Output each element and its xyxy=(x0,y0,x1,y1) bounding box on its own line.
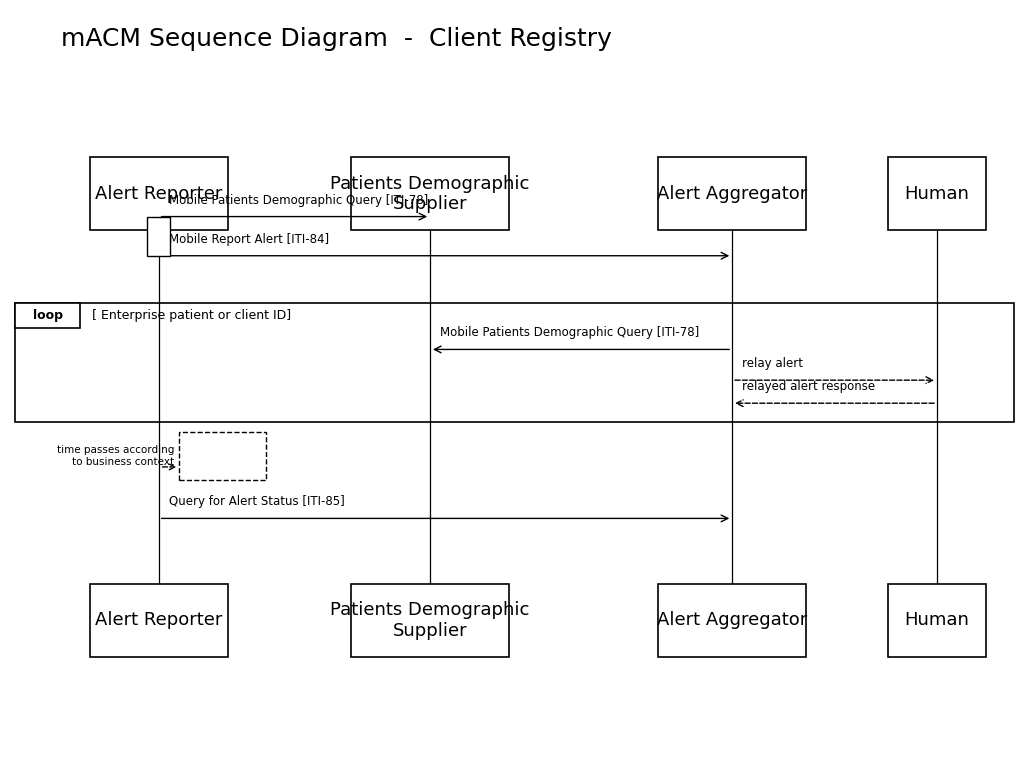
Text: Human: Human xyxy=(904,185,970,203)
Bar xyxy=(657,157,807,230)
Text: Alert Aggregator: Alert Aggregator xyxy=(657,611,807,629)
Text: Mobile Patients Demographic Query [ITI-78]: Mobile Patients Demographic Query [ITI-7… xyxy=(440,326,699,339)
Bar xyxy=(147,217,170,256)
Text: Patients Demographic
Supplier: Patients Demographic Supplier xyxy=(331,601,529,640)
Bar xyxy=(90,157,227,230)
Text: time passes according
to business context: time passes according to business contex… xyxy=(56,445,174,467)
Bar xyxy=(350,584,509,657)
Text: Mobile Report Alert [ITI-84]: Mobile Report Alert [ITI-84] xyxy=(169,233,329,246)
Text: Mobile Patients Demographic Query [ITI-78]: Mobile Patients Demographic Query [ITI-7… xyxy=(169,194,428,207)
Text: relayed alert response: relayed alert response xyxy=(742,380,876,393)
Bar xyxy=(15,303,80,328)
Bar xyxy=(15,303,1014,422)
Text: relay alert: relay alert xyxy=(742,357,804,370)
Bar xyxy=(350,157,509,230)
Bar xyxy=(657,584,807,657)
Text: Alert Aggregator: Alert Aggregator xyxy=(657,185,807,203)
Text: Patients Demographic
Supplier: Patients Demographic Supplier xyxy=(331,174,529,214)
Text: [ Enterprise patient or client ID]: [ Enterprise patient or client ID] xyxy=(92,310,291,322)
Bar xyxy=(889,584,985,657)
Text: Alert Reporter: Alert Reporter xyxy=(95,611,222,629)
Bar xyxy=(179,432,266,480)
Text: loop: loop xyxy=(33,310,62,322)
Text: Human: Human xyxy=(904,611,970,629)
Bar xyxy=(889,157,985,230)
Text: mACM Sequence Diagram  -  Client Registry: mACM Sequence Diagram - Client Registry xyxy=(61,27,612,51)
Text: Query for Alert Status [ITI-85]: Query for Alert Status [ITI-85] xyxy=(169,495,345,508)
Bar xyxy=(90,584,227,657)
Text: Alert Reporter: Alert Reporter xyxy=(95,185,222,203)
